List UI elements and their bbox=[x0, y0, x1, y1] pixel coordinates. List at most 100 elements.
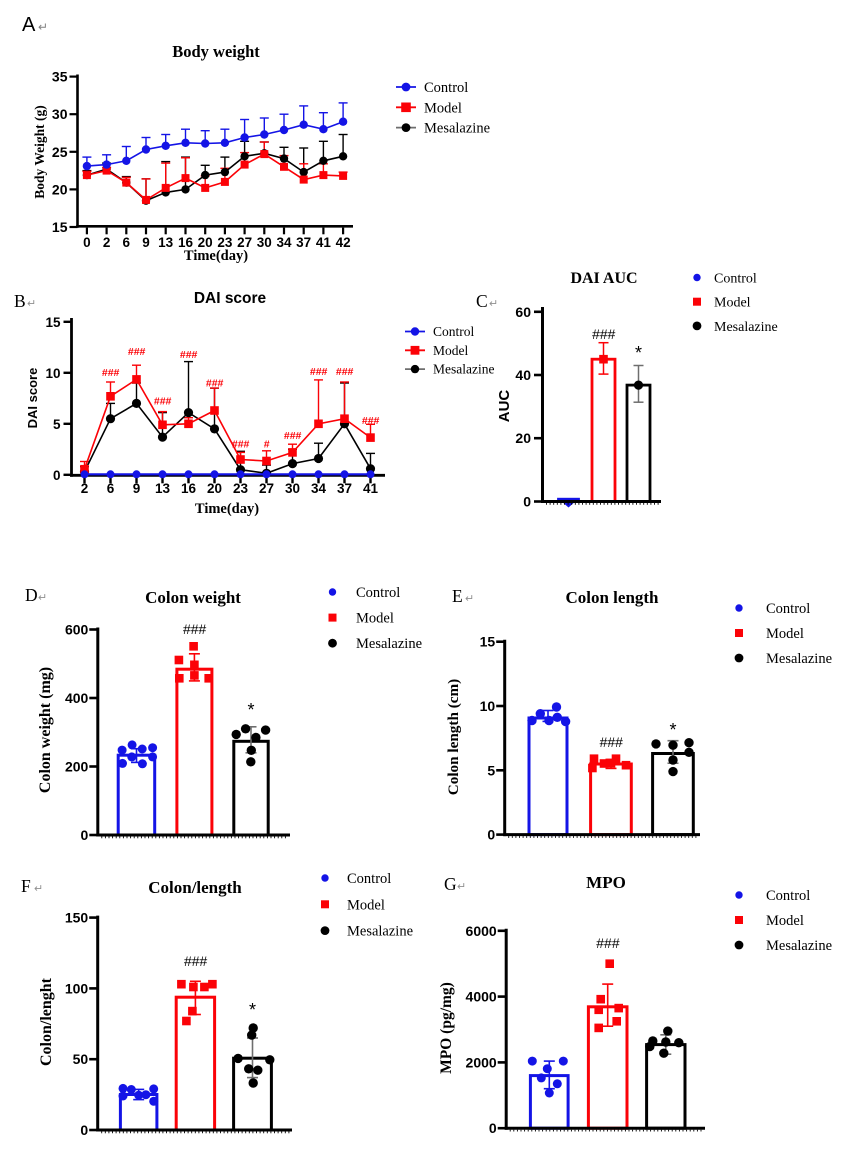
svg-text:Colon length (cm): Colon length (cm) bbox=[445, 679, 462, 795]
svg-text:37: 37 bbox=[337, 481, 352, 496]
svg-text:↵: ↵ bbox=[34, 883, 43, 895]
svg-text:Colon/length: Colon/length bbox=[148, 878, 242, 897]
svg-text:MPO: MPO bbox=[586, 873, 626, 892]
svg-text:Control: Control bbox=[424, 80, 468, 96]
svg-text:Colon/lenght: Colon/lenght bbox=[38, 977, 55, 1066]
svg-text:###: ### bbox=[184, 953, 208, 969]
svg-text:DAI score: DAI score bbox=[194, 290, 267, 307]
svg-text:↵: ↵ bbox=[38, 592, 47, 604]
svg-text:DAI score: DAI score bbox=[25, 368, 40, 429]
svg-text:G: G bbox=[444, 874, 457, 894]
svg-text:41: 41 bbox=[316, 235, 332, 250]
svg-text:Colon weight: Colon weight bbox=[145, 588, 241, 607]
svg-text:###: ### bbox=[284, 430, 302, 442]
svg-text:###: ### bbox=[128, 346, 146, 358]
svg-text:Colon weight (mg): Colon weight (mg) bbox=[37, 667, 54, 793]
svg-text:*: * bbox=[669, 720, 676, 740]
svg-text:25: 25 bbox=[52, 144, 68, 160]
svg-text:Model: Model bbox=[766, 913, 804, 929]
svg-text:Mesalazine: Mesalazine bbox=[714, 320, 778, 335]
svg-text:###: ### bbox=[336, 366, 354, 378]
svg-text:37: 37 bbox=[296, 235, 311, 250]
svg-text:###: ### bbox=[232, 439, 250, 451]
svg-text:Body weight: Body weight bbox=[172, 42, 260, 61]
svg-text:6: 6 bbox=[107, 481, 115, 496]
svg-text:Mesalazine: Mesalazine bbox=[766, 938, 832, 954]
svg-text:Model: Model bbox=[714, 296, 751, 311]
svg-text:↵: ↵ bbox=[457, 881, 466, 893]
svg-text:15: 15 bbox=[45, 315, 61, 330]
svg-text:2000: 2000 bbox=[466, 1054, 497, 1070]
svg-text:200: 200 bbox=[65, 759, 89, 775]
svg-text:Mesalazine: Mesalazine bbox=[356, 636, 422, 652]
svg-text:A: A bbox=[22, 14, 36, 36]
svg-text:Colon length: Colon length bbox=[565, 588, 659, 607]
svg-text:*: * bbox=[249, 1000, 256, 1020]
svg-text:↵: ↵ bbox=[27, 298, 36, 310]
svg-text:0: 0 bbox=[489, 1120, 497, 1136]
svg-text:Model: Model bbox=[424, 100, 462, 116]
svg-text:16: 16 bbox=[181, 481, 197, 496]
svg-text:34: 34 bbox=[276, 235, 292, 250]
svg-text:B: B bbox=[14, 291, 26, 311]
svg-text:###: ### bbox=[102, 367, 120, 379]
svg-text:###: ### bbox=[206, 378, 224, 390]
svg-text:100: 100 bbox=[65, 980, 89, 996]
svg-text:50: 50 bbox=[73, 1051, 89, 1067]
svg-text:Model: Model bbox=[766, 626, 804, 642]
svg-text:↵: ↵ bbox=[465, 593, 474, 605]
svg-text:16: 16 bbox=[178, 235, 194, 250]
svg-text:AUC: AUC bbox=[496, 390, 513, 423]
svg-text:###: ### bbox=[599, 734, 623, 750]
svg-text:400: 400 bbox=[65, 690, 89, 706]
svg-text:###: ### bbox=[183, 621, 207, 637]
svg-text:20: 20 bbox=[207, 481, 222, 496]
svg-text:13: 13 bbox=[155, 481, 171, 496]
svg-text:9: 9 bbox=[142, 235, 150, 250]
svg-text:20: 20 bbox=[52, 181, 68, 197]
svg-text:9: 9 bbox=[133, 481, 141, 496]
svg-text:DAI AUC: DAI AUC bbox=[570, 270, 637, 287]
svg-text:Time(day): Time(day) bbox=[195, 501, 259, 517]
svg-text:6: 6 bbox=[123, 235, 131, 250]
svg-text:27: 27 bbox=[237, 235, 252, 250]
svg-text:Control: Control bbox=[347, 871, 391, 887]
svg-text:Control: Control bbox=[714, 272, 757, 287]
svg-text:2: 2 bbox=[81, 481, 89, 496]
svg-text:Control: Control bbox=[356, 585, 400, 601]
svg-text:C: C bbox=[476, 291, 488, 311]
svg-text:###: ### bbox=[154, 396, 172, 408]
svg-text:↵: ↵ bbox=[489, 298, 498, 310]
svg-text:↵: ↵ bbox=[38, 20, 48, 34]
svg-text:###: ### bbox=[310, 366, 328, 378]
svg-text:2: 2 bbox=[103, 235, 111, 250]
svg-text:Time(day): Time(day) bbox=[184, 248, 248, 264]
svg-text:15: 15 bbox=[52, 219, 68, 235]
svg-text:13: 13 bbox=[158, 235, 174, 250]
svg-text:0: 0 bbox=[81, 827, 89, 843]
svg-text:0: 0 bbox=[523, 494, 531, 510]
svg-text:*: * bbox=[247, 700, 254, 720]
svg-text:Mesalazine: Mesalazine bbox=[424, 121, 490, 137]
svg-text:*: * bbox=[635, 343, 642, 363]
svg-text:600: 600 bbox=[65, 622, 89, 638]
svg-text:23: 23 bbox=[217, 235, 233, 250]
svg-text:Mesalazine: Mesalazine bbox=[766, 651, 832, 667]
svg-text:30: 30 bbox=[257, 235, 272, 250]
svg-text:###: ### bbox=[362, 415, 380, 427]
svg-text:Control: Control bbox=[433, 324, 475, 339]
svg-text:Model: Model bbox=[347, 897, 385, 913]
svg-text:Model: Model bbox=[356, 611, 394, 627]
svg-text:30: 30 bbox=[285, 481, 300, 496]
svg-text:4000: 4000 bbox=[466, 989, 497, 1005]
svg-text:60: 60 bbox=[515, 304, 531, 320]
svg-text:Control: Control bbox=[766, 888, 810, 904]
svg-text:###: ### bbox=[596, 935, 620, 951]
svg-text:20: 20 bbox=[198, 235, 213, 250]
svg-text:0: 0 bbox=[53, 468, 61, 483]
svg-text:10: 10 bbox=[45, 366, 60, 381]
svg-text:MPO (pg/mg): MPO (pg/mg) bbox=[438, 982, 455, 1074]
svg-text:#: # bbox=[264, 439, 270, 451]
svg-text:D: D bbox=[25, 585, 38, 605]
svg-text:23: 23 bbox=[233, 481, 249, 496]
